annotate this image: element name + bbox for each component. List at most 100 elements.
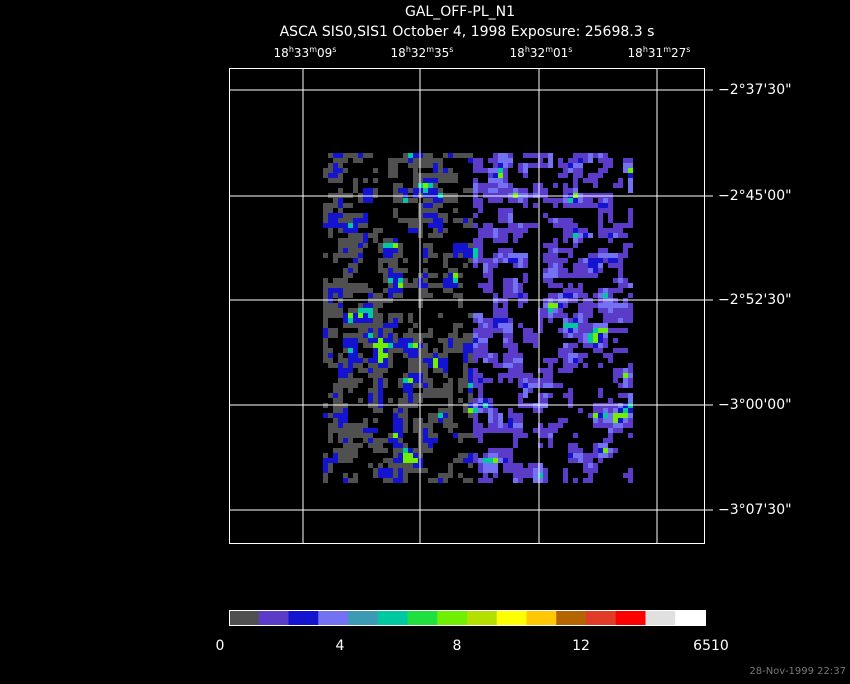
pixel — [358, 353, 363, 358]
pixel — [348, 363, 353, 368]
pixel — [408, 448, 413, 453]
pixel — [323, 458, 328, 463]
pixel — [553, 283, 558, 288]
pixel — [378, 448, 383, 453]
pixel — [338, 438, 343, 443]
pixel — [558, 268, 563, 273]
pixel — [503, 238, 508, 243]
pixel — [613, 318, 618, 323]
pixel — [443, 263, 448, 268]
pixel — [583, 198, 588, 203]
pixel — [443, 408, 448, 413]
pixel — [568, 393, 573, 398]
pixel — [593, 293, 598, 298]
pixel — [493, 468, 498, 473]
pixel — [463, 478, 468, 483]
pixel — [378, 383, 383, 388]
pixel — [518, 258, 523, 263]
pixel — [628, 283, 633, 288]
pixel — [518, 363, 523, 368]
ra-label-part: s — [568, 45, 572, 54]
pixel — [353, 453, 358, 458]
pixel — [373, 418, 378, 423]
pixel — [408, 283, 413, 288]
pixel — [518, 418, 523, 423]
pixel — [353, 218, 358, 223]
pixel — [343, 343, 348, 348]
pixel — [348, 478, 353, 483]
pixel — [548, 373, 553, 378]
ra-label-part: 09 — [317, 46, 332, 60]
pixel — [468, 433, 473, 438]
pixel — [573, 168, 578, 173]
pixel — [578, 358, 583, 363]
pixel — [388, 318, 393, 323]
pixel — [453, 348, 458, 353]
pixel — [358, 223, 363, 228]
pixel — [463, 453, 468, 458]
pixel — [568, 188, 573, 193]
pixel — [503, 188, 508, 193]
pixel — [348, 218, 353, 223]
pixel — [533, 188, 538, 193]
pixel — [608, 318, 613, 323]
pixel — [548, 258, 553, 263]
pixel — [328, 313, 333, 318]
pixel — [463, 333, 468, 338]
pixel — [343, 333, 348, 338]
pixel — [453, 293, 458, 298]
pixel — [483, 343, 488, 348]
pixel — [443, 288, 448, 293]
pixel — [448, 273, 453, 278]
pixel — [428, 293, 433, 298]
pixel — [468, 218, 473, 223]
pixel — [348, 368, 353, 373]
pixel — [628, 158, 633, 163]
pixel — [358, 328, 363, 333]
pixel — [338, 458, 343, 463]
pixel — [453, 268, 458, 273]
pixel — [423, 468, 428, 473]
pixel — [468, 383, 473, 388]
pixel — [363, 218, 368, 223]
pixel — [548, 293, 553, 298]
pixel — [428, 248, 433, 253]
pixel — [438, 168, 443, 173]
pixel — [583, 313, 588, 318]
pixel — [373, 178, 378, 183]
pixel — [548, 383, 553, 388]
pixel — [428, 433, 433, 438]
pixel — [348, 458, 353, 463]
pixel — [448, 428, 453, 433]
pixel — [573, 223, 578, 228]
pixel — [493, 318, 498, 323]
colorbar-swatch — [377, 611, 408, 625]
pixel — [568, 343, 573, 348]
pixel — [598, 198, 603, 203]
pixel — [468, 393, 473, 398]
pixel — [433, 163, 438, 168]
pixel — [503, 448, 508, 453]
pixel — [628, 223, 633, 228]
pixel — [473, 203, 478, 208]
pixel — [578, 303, 583, 308]
colorbar-swatch — [675, 611, 706, 625]
pixel — [468, 458, 473, 463]
pixel — [468, 378, 473, 383]
pixel — [543, 268, 548, 273]
pixel — [408, 353, 413, 358]
pixel — [448, 388, 453, 393]
pixel — [413, 428, 418, 433]
pixel — [478, 393, 483, 398]
pixel — [423, 448, 428, 453]
pixel — [618, 268, 623, 273]
pixel — [353, 283, 358, 288]
pixel — [378, 443, 383, 448]
pixel — [578, 288, 583, 293]
pixel — [473, 223, 478, 228]
pixel — [368, 338, 373, 343]
pixel — [628, 318, 633, 323]
pixel — [443, 173, 448, 178]
pixel — [338, 373, 343, 378]
pixel — [468, 463, 473, 468]
